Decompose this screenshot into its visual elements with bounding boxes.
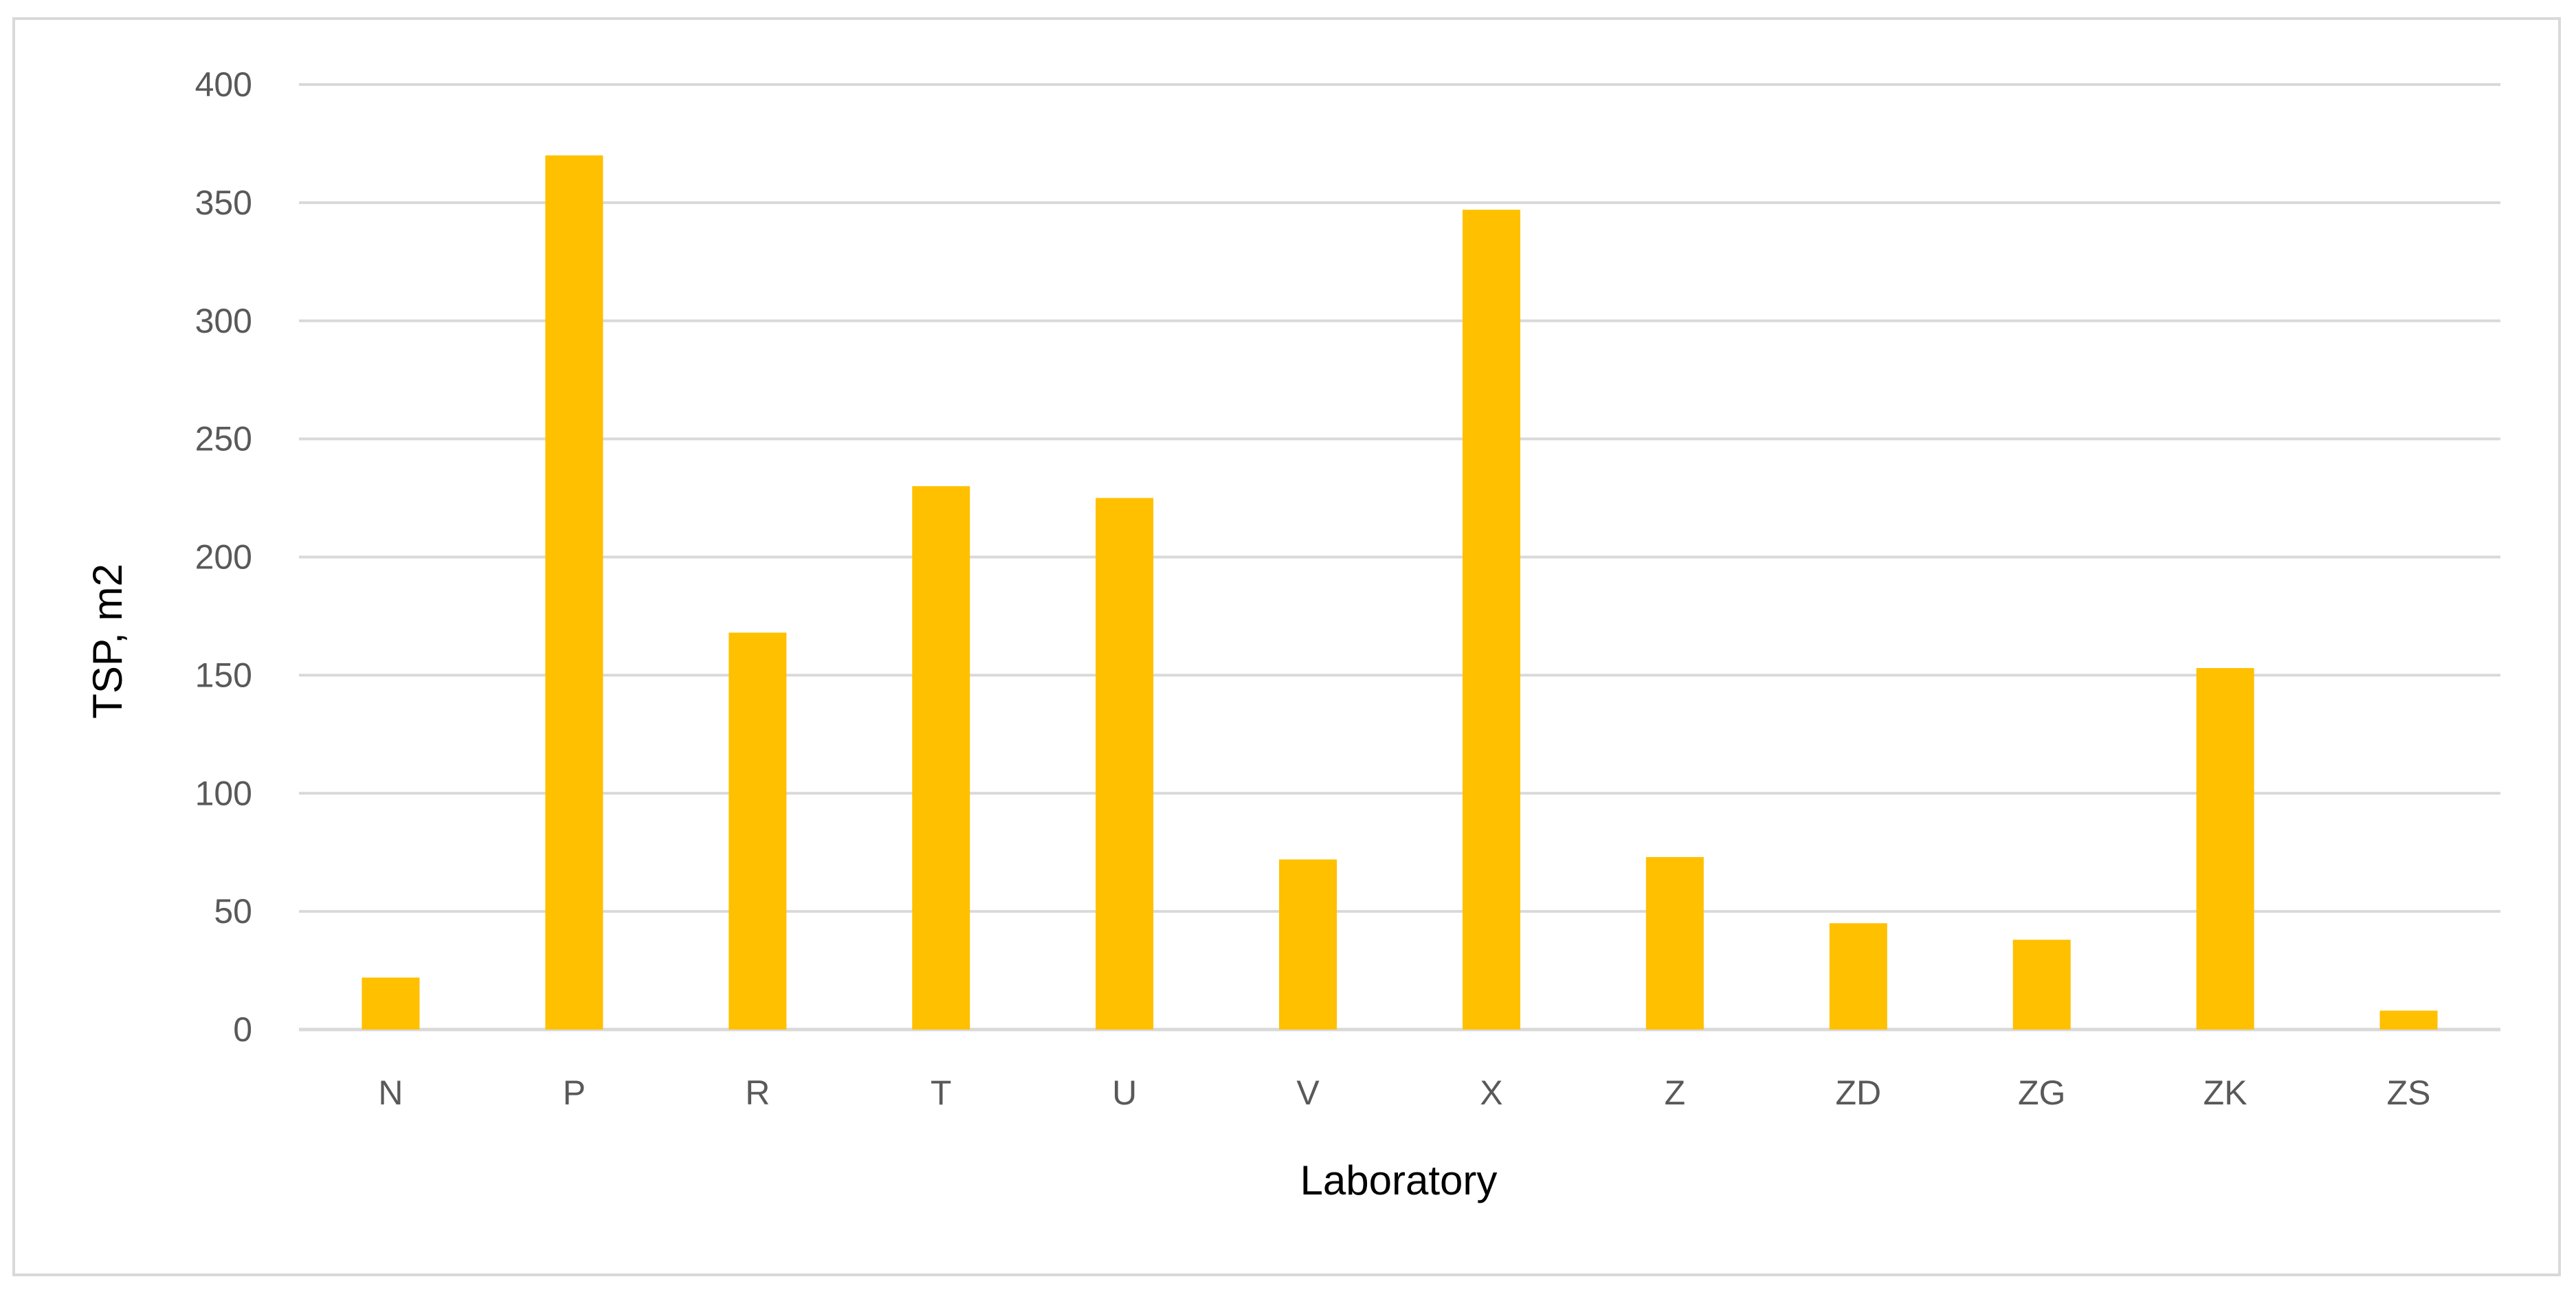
x-axis-ticks: N P R T U V X Z ZD ZG ZK ZS: [378, 1074, 2430, 1112]
bar-zs: [2379, 1010, 2438, 1030]
y-tick-label: 100: [195, 774, 252, 812]
x-tick-label: X: [1480, 1074, 1502, 1112]
bar-zd: [1829, 923, 1887, 1030]
y-tick-label: 350: [195, 184, 252, 222]
bar-p: [545, 155, 603, 1030]
bar-z: [1645, 857, 1704, 1030]
bar-zk: [2196, 668, 2254, 1030]
x-tick-label: U: [1112, 1074, 1137, 1112]
bars: [362, 155, 2438, 1030]
gridlines: [299, 83, 2500, 1032]
bar-u: [1096, 498, 1154, 1030]
x-tick-label: ZD: [1835, 1074, 1881, 1112]
y-tick-label: 400: [195, 65, 252, 104]
chart-border: [12, 17, 2561, 1276]
bar-t: [912, 486, 970, 1030]
x-tick-label: ZS: [2387, 1074, 2431, 1112]
y-tick-label: 300: [195, 302, 252, 340]
x-tick-label: ZK: [2203, 1074, 2247, 1112]
x-tick-label: ZG: [2018, 1074, 2065, 1112]
x-axis-title: Laboratory: [1300, 1157, 1498, 1203]
x-tick-label: N: [378, 1074, 403, 1112]
x-tick-label: V: [1296, 1074, 1320, 1112]
y-tick-label: 50: [214, 892, 252, 931]
bar-v: [1279, 859, 1337, 1030]
bar-x: [1462, 210, 1520, 1030]
y-axis-ticks: 0 50 100 150 200 250 300 350 400: [195, 65, 252, 1049]
bar-zg: [2012, 939, 2071, 1030]
y-tick-label: 200: [195, 538, 252, 577]
x-tick-label: P: [563, 1074, 586, 1112]
y-tick-label: 250: [195, 420, 252, 458]
bar-r: [729, 632, 787, 1030]
x-tick-label: T: [931, 1074, 952, 1112]
bar-n: [362, 977, 420, 1030]
y-axis-title: TSP, m2: [85, 564, 131, 719]
y-tick-label: 150: [195, 656, 252, 694]
x-tick-label: Z: [1665, 1074, 1686, 1112]
y-tick-label: 0: [233, 1010, 252, 1049]
x-tick-label: R: [745, 1074, 770, 1112]
